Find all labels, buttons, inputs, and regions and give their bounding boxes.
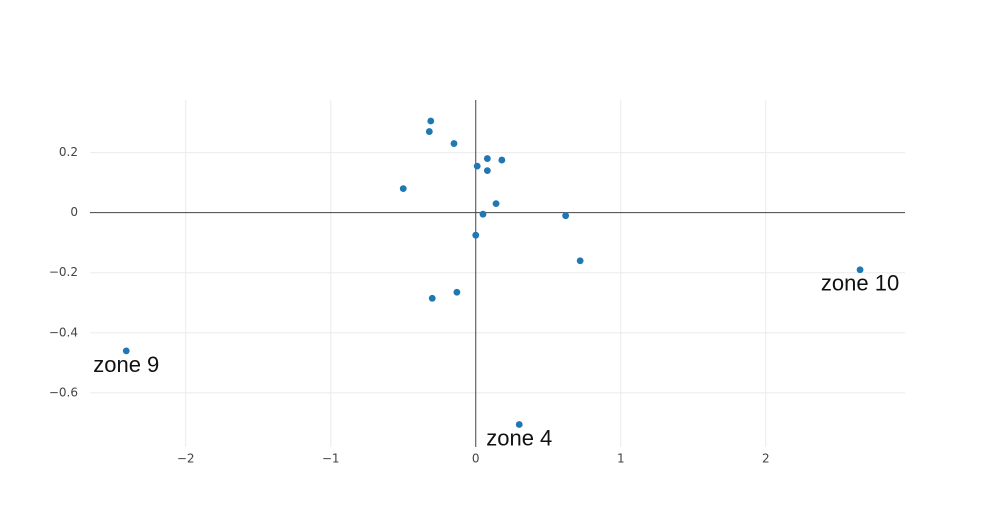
data-point — [856, 266, 864, 274]
y-tick-label: 0 — [70, 205, 78, 219]
point-annotation: zone 10 — [821, 271, 899, 296]
data-point — [498, 156, 506, 164]
data-point — [483, 167, 491, 175]
point-annotation: zone 4 — [486, 425, 552, 450]
x-tick-label: −1 — [322, 452, 340, 466]
x-tick-label: −2 — [177, 452, 195, 466]
data-point — [472, 231, 480, 239]
y-tick-label: −0.6 — [49, 385, 78, 399]
annotation-layer: zone 10 zone 9 zone 4 — [93, 271, 899, 451]
data-point — [122, 347, 130, 355]
x-tick-label: 2 — [762, 452, 770, 466]
y-tick-label: 0.2 — [59, 145, 78, 159]
tick-label-layer: −2 −1 0 1 2 0.2 0 −0.2 −0.4 −0.6 — [49, 145, 770, 465]
data-point — [483, 155, 491, 162]
data-point — [473, 162, 481, 170]
data-point — [450, 140, 458, 147]
data-point — [562, 212, 570, 220]
x-tick-label: 1 — [617, 452, 625, 466]
data-point — [492, 200, 500, 208]
grid-layer — [90, 100, 905, 447]
x-tick-label: 0 — [472, 452, 480, 466]
data-point — [399, 185, 407, 193]
data-point — [427, 117, 435, 125]
data-point — [428, 294, 436, 302]
data-point-layer — [122, 117, 864, 428]
data-point — [515, 421, 523, 428]
y-tick-label: −0.4 — [49, 325, 78, 339]
point-annotation: zone 9 — [93, 352, 159, 377]
data-point — [479, 210, 487, 218]
y-tick-label: −0.2 — [49, 265, 78, 279]
data-point — [576, 257, 584, 265]
data-point — [425, 128, 433, 135]
axis-layer — [90, 100, 905, 447]
data-point — [453, 288, 461, 296]
